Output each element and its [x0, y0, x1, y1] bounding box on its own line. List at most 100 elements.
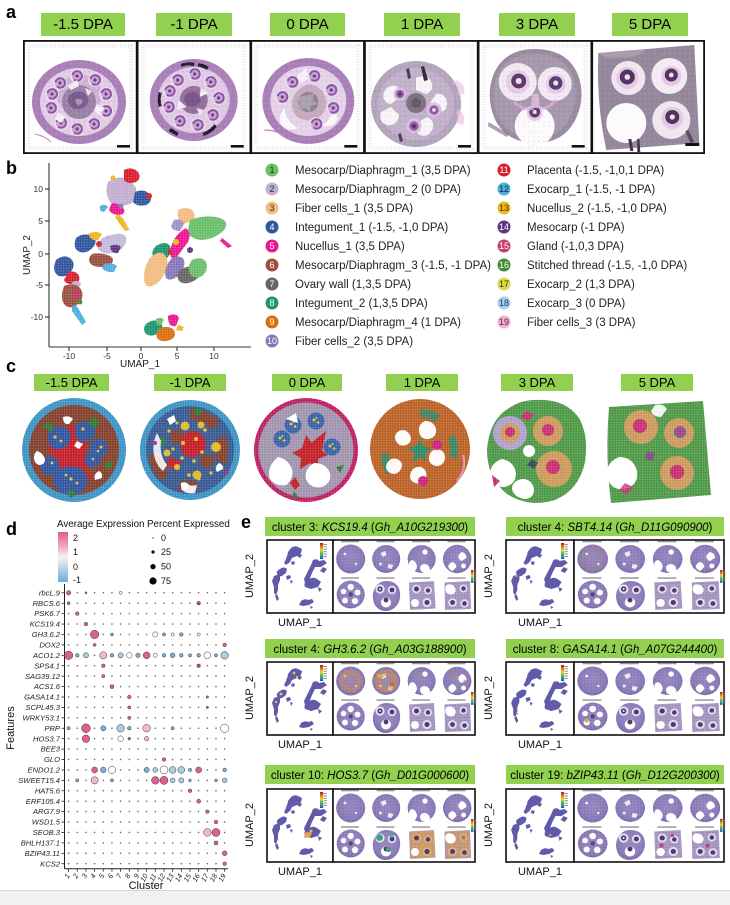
- svg-text:Fiber cells_1 (3,5 DPA): Fiber cells_1 (3,5 DPA): [295, 203, 413, 215]
- svg-text:KCS19.4: KCS19.4: [30, 620, 60, 629]
- svg-text:75: 75: [161, 576, 171, 586]
- svg-text:Average Expression: Average Expression: [57, 519, 145, 530]
- svg-text:-10: -10: [31, 312, 44, 322]
- svg-text:ACO1.2: ACO1.2: [32, 651, 61, 660]
- svg-text:UMAP_2: UMAP_2: [244, 803, 256, 847]
- svg-text:KCS2: KCS2: [40, 859, 61, 868]
- svg-text:UMAP_1: UMAP_1: [518, 739, 562, 751]
- svg-text:16: 16: [190, 872, 202, 883]
- svg-text:Nucellus_2 (-1.5, -1,0 DPA): Nucellus_2 (-1.5, -1,0 DPA): [527, 203, 667, 215]
- svg-text:Cluster: Cluster: [129, 880, 164, 892]
- svg-text:Integument_1 (-1.5, -1,0 DPA): Integument_1 (-1.5, -1,0 DPA): [295, 222, 448, 234]
- svg-text:cluster 3: KCS19.4 (Gh_A10G219: cluster 3: KCS19.4 (Gh_A10G219300): [272, 522, 468, 534]
- svg-text:5: 5: [97, 871, 107, 880]
- svg-text:13: 13: [164, 872, 176, 883]
- svg-text:-5: -5: [35, 280, 43, 290]
- svg-text:cluster 8: GASA14.1 (Gh_A07G24: cluster 8: GASA14.1 (Gh_A07G244400): [513, 644, 718, 656]
- svg-text:7: 7: [269, 279, 274, 289]
- svg-text:HAT5.6: HAT5.6: [35, 786, 61, 795]
- svg-text:Mesocarp/Diaphragm_2 (0 DPA): Mesocarp/Diaphragm_2 (0 DPA): [295, 184, 461, 196]
- svg-text:14: 14: [499, 222, 509, 232]
- svg-text:UMAP_2: UMAP_2: [244, 554, 256, 598]
- svg-text:50: 50: [161, 562, 171, 572]
- svg-text:0: 0: [38, 249, 43, 259]
- svg-text:Fiber cells_2 (3,5 DPA): Fiber cells_2 (3,5 DPA): [295, 336, 413, 348]
- svg-text:cluster 4: GH3.6.2 (Gh_A03G188: cluster 4: GH3.6.2 (Gh_A03G188900): [273, 644, 466, 656]
- svg-text:1: 1: [62, 872, 72, 880]
- svg-text:HOS3.7: HOS3.7: [33, 734, 61, 743]
- svg-text:6: 6: [269, 260, 274, 270]
- svg-text:16: 16: [499, 260, 509, 270]
- svg-text:18: 18: [499, 298, 509, 308]
- svg-text:19: 19: [216, 872, 228, 883]
- svg-text:SCPL45.3: SCPL45.3: [25, 703, 60, 712]
- svg-text:18: 18: [207, 872, 219, 883]
- svg-text:UMAP_1: UMAP_1: [120, 359, 160, 370]
- svg-text:Gland (-1,0,3 DPA): Gland (-1,0,3 DPA): [527, 241, 624, 253]
- svg-text:10: 10: [138, 872, 150, 883]
- svg-text:4: 4: [88, 872, 98, 880]
- svg-text:SAG39.12: SAG39.12: [25, 672, 61, 681]
- svg-text:Mesocarp (-1 DPA): Mesocarp (-1 DPA): [527, 222, 625, 234]
- svg-text:-10: -10: [63, 351, 76, 361]
- svg-text:25: 25: [161, 547, 171, 557]
- svg-text:2: 2: [269, 184, 274, 194]
- svg-text:Stitched thread (-1.5, -1,0 DP: Stitched thread (-1.5, -1,0 DPA): [527, 260, 687, 272]
- svg-text:Features: Features: [5, 706, 17, 750]
- svg-text:WRKY53.1: WRKY53.1: [22, 713, 60, 722]
- svg-text:GH3.6.2: GH3.6.2: [32, 630, 61, 639]
- svg-text:Nucellus_1 (3,5 DPA): Nucellus_1 (3,5 DPA): [295, 241, 405, 253]
- svg-text:SWEET15.4: SWEET15.4: [18, 776, 60, 785]
- svg-text:Mesocarp/Diaphragm_1 (3,5 DPA): Mesocarp/Diaphragm_1 (3,5 DPA): [295, 165, 471, 177]
- svg-text:8: 8: [269, 298, 274, 308]
- svg-text:Integument_2 (1,3,5 DPA): Integument_2 (1,3,5 DPA): [295, 298, 428, 310]
- svg-text:10: 10: [34, 184, 44, 194]
- svg-text:2: 2: [73, 533, 78, 543]
- svg-text:Exocarp_1 (-1.5, -1 DPA): Exocarp_1 (-1.5, -1 DPA): [527, 184, 655, 196]
- svg-text:10: 10: [267, 336, 277, 346]
- svg-text:BHLH137.1: BHLH137.1: [21, 838, 60, 847]
- svg-text:1: 1: [73, 547, 78, 557]
- svg-text:SPS4.1: SPS4.1: [34, 661, 60, 670]
- svg-text:UMAP_1: UMAP_1: [278, 617, 322, 629]
- svg-text:Percent Expressed: Percent Expressed: [147, 519, 230, 530]
- svg-text:3: 3: [79, 872, 89, 880]
- svg-text:0: 0: [73, 562, 78, 572]
- svg-text:UMAP_2: UMAP_2: [483, 554, 495, 598]
- svg-text:13: 13: [499, 203, 509, 213]
- svg-text:11: 11: [147, 872, 159, 883]
- svg-text:6: 6: [105, 872, 115, 880]
- svg-text:cluster 19: bZIP43.11 (Gh_D12G: cluster 19: bZIP43.11 (Gh_D12G200300): [510, 770, 720, 782]
- svg-text:0: 0: [161, 533, 166, 543]
- svg-text:5: 5: [269, 241, 274, 251]
- svg-text:Ovary wall (1,3,5 DPA): Ovary wall (1,3,5 DPA): [295, 279, 411, 291]
- svg-text:ERF105.4: ERF105.4: [26, 797, 60, 806]
- svg-text:0: 0: [139, 351, 144, 361]
- svg-text:8: 8: [123, 872, 133, 880]
- svg-text:PRP: PRP: [44, 724, 61, 733]
- svg-text:GASA14.1: GASA14.1: [24, 693, 60, 702]
- svg-text:ARG7.9: ARG7.9: [32, 807, 61, 816]
- svg-text:5: 5: [175, 351, 180, 361]
- svg-text:WSD1.5: WSD1.5: [32, 818, 61, 827]
- svg-text:-5: -5: [103, 351, 111, 361]
- svg-text:ACS1.6: ACS1.6: [33, 682, 61, 691]
- svg-text:11: 11: [499, 165, 508, 175]
- svg-text:UMAP_2: UMAP_2: [244, 676, 256, 720]
- svg-text:17: 17: [499, 279, 509, 289]
- svg-text:Mesocarp/Diaphragm_4 (1 DPA): Mesocarp/Diaphragm_4 (1 DPA): [295, 317, 461, 329]
- svg-text:Exocarp_2 (1,3 DPA): Exocarp_2 (1,3 DPA): [527, 279, 635, 291]
- svg-text:14: 14: [173, 872, 185, 883]
- svg-text:DOX2: DOX2: [39, 641, 60, 650]
- svg-text:BEE3: BEE3: [41, 745, 61, 754]
- svg-text:2: 2: [70, 872, 80, 881]
- svg-text:ENDO1.2: ENDO1.2: [28, 766, 61, 775]
- svg-text:BZIP43.11: BZIP43.11: [25, 849, 60, 858]
- svg-text:UMAP_2: UMAP_2: [483, 676, 495, 720]
- svg-text:UMAP_2: UMAP_2: [483, 803, 495, 847]
- svg-text:UMAP_1: UMAP_1: [278, 739, 322, 751]
- svg-text:RBCS.6: RBCS.6: [33, 599, 61, 608]
- svg-text:7: 7: [114, 871, 124, 880]
- svg-text:rbcL.9: rbcL.9: [39, 588, 61, 597]
- svg-text:4: 4: [269, 222, 274, 232]
